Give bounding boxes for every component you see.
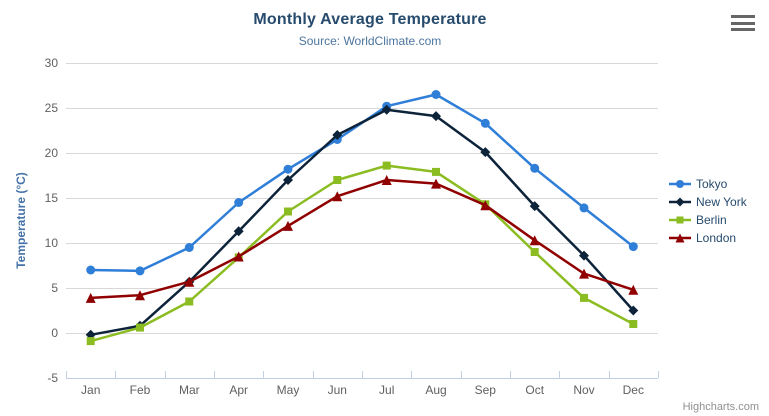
hamburger-icon [731, 28, 755, 31]
y-axis-tick-label: 20 [45, 146, 59, 160]
diamond-marker-icon [669, 197, 691, 207]
y-axis-tick-label: 10 [45, 236, 59, 250]
y-axis-tick-label: 0 [51, 326, 58, 340]
legend-item-london[interactable]: London [669, 229, 747, 247]
series-line-new-york [89, 108, 635, 337]
series-markers-tokyo [86, 90, 638, 276]
context-menu-button[interactable] [730, 14, 756, 32]
series-markers-london [85, 175, 639, 303]
legend: Tokyo New York Berlin London [669, 175, 747, 247]
legend-label: Tokyo [696, 177, 728, 191]
x-axis-label: Mar [179, 383, 200, 397]
chart-title: Monthly Average Temperature [253, 11, 487, 28]
x-axis-label: Dec [623, 383, 644, 397]
legend-item-berlin[interactable]: Berlin [669, 211, 747, 229]
series-line-berlin [89, 164, 635, 343]
hamburger-icon [731, 21, 755, 25]
x-axis-label: Oct [525, 383, 544, 397]
y-axis-tick-label: 15 [45, 191, 59, 205]
y-axis-tick-label: 5 [51, 281, 58, 295]
x-axis-label: Aug [425, 383, 446, 397]
series-line-london [89, 178, 635, 300]
y-axis-tick-label: -5 [47, 371, 58, 385]
x-axis-label: Jan [81, 383, 100, 397]
credits-link[interactable]: Highcharts.com [682, 401, 759, 413]
x-axis-label: May [277, 383, 300, 397]
x-axis-label: Nov [573, 383, 594, 397]
legend-item-new-york[interactable]: New York [669, 193, 747, 211]
series-line-tokyo [89, 93, 635, 273]
x-axis-label: Jul [379, 383, 394, 397]
x-axis-label: Apr [229, 383, 248, 397]
hamburger-icon [731, 15, 755, 18]
x-axis-label: Sep [475, 383, 497, 397]
square-marker-icon [669, 216, 691, 224]
chart-subtitle: Source: WorldClimate.com [298, 34, 442, 48]
y-axis-tick-label: 25 [45, 101, 59, 115]
legend-label: Berlin [696, 213, 727, 227]
legend-label: London [696, 231, 737, 245]
triangle-marker-icon [669, 233, 691, 243]
series-markers-new-york [85, 104, 639, 340]
legend-label: New York [696, 195, 747, 209]
y-axis-title: Temperature (°C) [14, 172, 28, 269]
circle-marker-icon [669, 180, 691, 188]
x-axis-label: Feb [130, 383, 151, 397]
x-axis-label: Jun [328, 383, 347, 397]
y-axis-tick-label: 30 [45, 56, 59, 70]
legend-item-tokyo[interactable]: Tokyo [669, 175, 747, 193]
